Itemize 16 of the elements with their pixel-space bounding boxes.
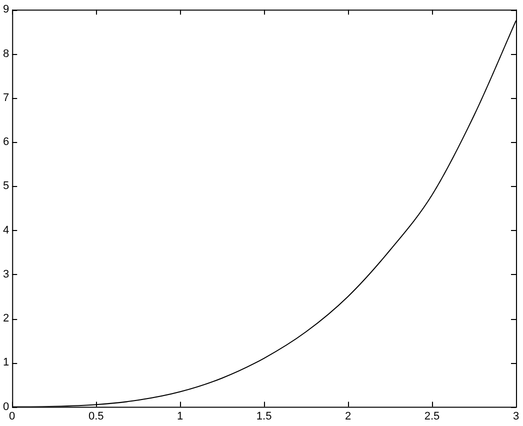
y-tick-label: 0 — [2, 400, 10, 413]
x-tick-label: 0.5 — [88, 410, 104, 422]
x-tick-label: 3 — [512, 410, 520, 422]
y-tick-label: 4 — [2, 224, 10, 236]
x-tick-label: 1 — [177, 410, 184, 422]
y-tick-label: 2 — [2, 312, 10, 325]
x-tick-label: 1.5 — [256, 410, 272, 422]
x-tick-label: 2.5 — [424, 410, 440, 422]
y-tick-label: 6 — [2, 136, 10, 148]
y-tick-label: 7 — [2, 92, 10, 104]
y-tick-label: 8 — [2, 48, 10, 60]
y-tick-label: 3 — [2, 268, 10, 280]
y-tick-label: 1 — [2, 356, 10, 369]
y-tick-label: 5 — [2, 180, 10, 192]
x-tick-label: 2 — [344, 410, 352, 422]
y-tick-label: 9 — [2, 4, 10, 16]
